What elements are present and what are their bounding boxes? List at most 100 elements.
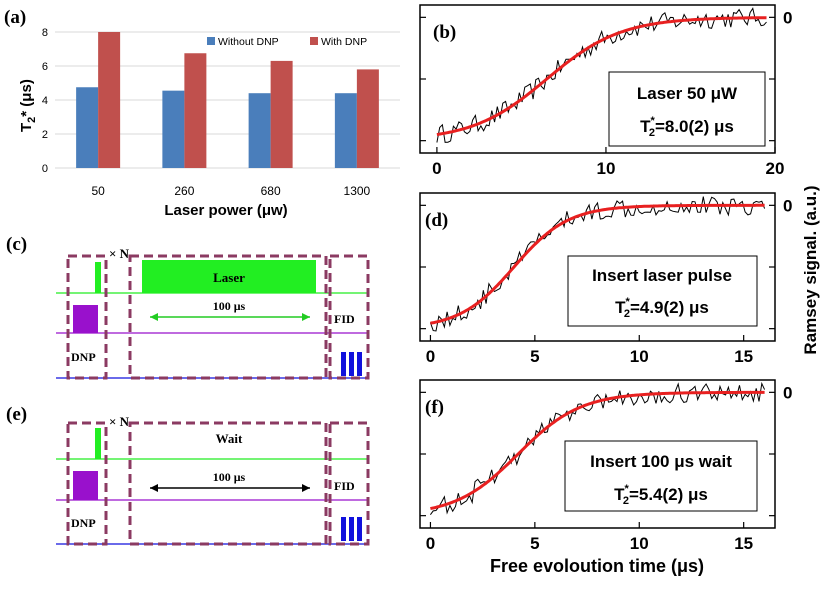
- duration-label-e: 100 μs: [213, 470, 246, 484]
- repeat-label-e: × N: [109, 414, 130, 429]
- readout-pulse-3-e: [357, 517, 362, 541]
- dnp-box-e: [66, 421, 108, 546]
- annotation-line1-b: Laser 50 μW: [637, 84, 738, 103]
- legend-label-with-dnp: With DNP: [321, 36, 367, 48]
- panel-label-f: (f): [425, 397, 444, 418]
- ramsey-data-b: [436, 7, 767, 143]
- readout-pulse-2-c: [349, 352, 354, 376]
- dnp-mw-pulse-e: [73, 471, 98, 500]
- laser-pulse-block-c: [142, 260, 316, 293]
- bar-without-dnp-680: [248, 93, 271, 168]
- annotation-box-b: [608, 71, 766, 147]
- duration-arrowhead-left-c: [150, 313, 158, 321]
- fid-box-e: [328, 421, 370, 546]
- fid-box-c: [328, 254, 370, 380]
- bar-chart-yticks: 0 2 4 6 8: [42, 27, 48, 175]
- right-y-tick-label: 0: [783, 8, 792, 27]
- annotation-line1-d: Insert laser pulse: [592, 266, 732, 285]
- wait-block-label: Wait: [216, 431, 243, 446]
- dnp-laser-pulse-c: [95, 262, 101, 293]
- duration-arrowhead-left-e: [150, 484, 158, 492]
- bar-without-dnp-260: [162, 90, 185, 168]
- readout-pulse-3-c: [357, 352, 362, 376]
- bar-with-dnp-680: [270, 60, 293, 168]
- x-tick-label: 20: [766, 159, 785, 178]
- panel-label-a: (a): [4, 7, 26, 28]
- x-tick-label: 15: [734, 347, 753, 366]
- legend-label-without-dnp: Without DNP: [218, 36, 279, 48]
- panel-b: (b) 0 10 20 0 Laser 50 μW T* 2=8.0(2) μs: [419, 4, 792, 178]
- x-tick-label: 10: [596, 159, 615, 178]
- legend-swatch-with-dnp: [310, 37, 318, 45]
- y-tick-label: 4: [42, 95, 48, 107]
- panel-a: (a) 0 2 4 6 8 50 260 680 1300 T2* (μs) Laser po…: [4, 7, 400, 219]
- readout-pulse-2-e: [349, 517, 354, 541]
- annotation-box-f: [564, 440, 758, 512]
- panel-f: (f) 0 5 10 15 0 Insert 100 μs wait T* 2=5.4(2…: [419, 379, 792, 553]
- fit-curve-line: [430, 203, 765, 325]
- ramsey-data-f: [429, 381, 766, 515]
- ramsey-ticks-b: 0 10 20 0: [420, 8, 792, 178]
- y-tick-label: 8: [42, 27, 48, 39]
- bar-with-dnp-260: [184, 53, 207, 168]
- duration-label-c: 100 μs: [213, 299, 246, 313]
- bar-chart-ylabel: T2* (μs): [18, 79, 38, 132]
- panel-d: (d) 0 5 10 15 0 Insert laser pulse T* 2=4.9(2…: [419, 192, 792, 366]
- x-tick-label: 5: [530, 347, 539, 366]
- dnp-laser-pulse-e: [95, 428, 101, 459]
- annotation-t2-b: T* 2=8.0(2) μs: [640, 115, 734, 139]
- shared-bottom-xlabel: Free evoloution time (μs): [490, 556, 704, 576]
- bar-with-dnp-1300: [356, 69, 379, 168]
- bar-chart-xticks: 50 260 680 1300: [91, 184, 370, 198]
- legend-swatch-without-dnp: [207, 37, 215, 45]
- panel-label-e: (e): [6, 404, 27, 425]
- measured-signal-line: [436, 7, 767, 143]
- ramsey-data-d: [429, 196, 766, 332]
- readout-pulse-1-c: [341, 352, 346, 376]
- fid-label-c: FID: [334, 312, 355, 326]
- duration-arrowhead-right-e: [302, 484, 310, 492]
- fit-curve-line: [430, 390, 765, 511]
- right-y-tick-label: 0: [783, 196, 792, 215]
- ramsey-ticks-d: 0 5 10 15 0: [420, 196, 792, 366]
- annotation-t2-f: T* 2=5.4(2) μs: [614, 483, 708, 507]
- wait-box-e: [128, 421, 328, 546]
- ramsey-ticks-f: 0 5 10 15 0: [420, 383, 792, 553]
- annotation-t2-d: T* 2=4.9(2) μs: [615, 296, 709, 320]
- panel-c: (c) Laser × N 100 μs DNP FID: [6, 234, 370, 380]
- shared-right-ylabel: Ramsey signal. (a.u.): [801, 185, 820, 354]
- dnp-label-c: DNP: [71, 350, 96, 364]
- x-tick-label: 50: [91, 184, 105, 198]
- fit-curve-line: [436, 16, 767, 137]
- bar-with-dnp-50: [98, 32, 121, 168]
- duration-arrowhead-right-c: [302, 313, 310, 321]
- panel-label-c: (c): [6, 234, 27, 255]
- repeat-label-c: × N: [109, 246, 130, 261]
- panel-label-b: (b): [433, 22, 456, 43]
- x-tick-label: 1300: [344, 184, 371, 198]
- dnp-label-e: DNP: [71, 516, 96, 530]
- dnp-mw-pulse-c: [73, 305, 98, 333]
- x-tick-label: 15: [734, 534, 753, 553]
- annotation-box-d: [567, 255, 758, 327]
- x-tick-label: 680: [261, 184, 281, 198]
- panel-label-d: (d): [425, 210, 448, 231]
- x-tick-label: 10: [630, 534, 649, 553]
- fid-label-e: FID: [334, 479, 355, 493]
- annotation-line1-f: Insert 100 μs wait: [590, 452, 732, 471]
- panel-e: (e) Wait × N 100 μs DNP FID: [6, 404, 370, 546]
- y-tick-label: 0: [42, 163, 48, 175]
- x-tick-label: 0: [426, 534, 435, 553]
- x-tick-label: 260: [174, 184, 194, 198]
- bar-chart-bars: [76, 32, 379, 168]
- bar-chart-legend: Without DNP With DNP: [207, 36, 367, 48]
- x-tick-label: 10: [630, 347, 649, 366]
- laser-box-c: [128, 254, 328, 380]
- bar-chart-xlabel: Laser power (μw): [164, 202, 287, 219]
- readout-pulse-1-e: [341, 517, 346, 541]
- dnp-box-c: [66, 254, 108, 380]
- y-tick-label: 6: [42, 61, 48, 73]
- x-tick-label: 5: [530, 534, 539, 553]
- right-y-tick-label: 0: [783, 383, 792, 402]
